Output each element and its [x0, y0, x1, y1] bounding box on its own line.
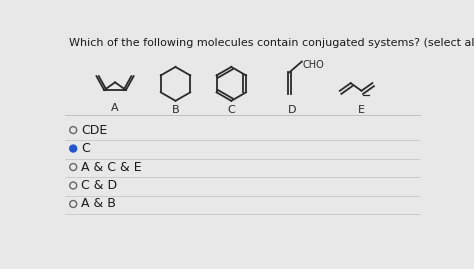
Text: A & B: A & B — [81, 197, 116, 210]
Text: B: B — [172, 105, 179, 115]
Text: C: C — [81, 142, 90, 155]
Text: A: A — [111, 103, 119, 113]
Circle shape — [70, 145, 77, 152]
Text: CHO: CHO — [302, 60, 324, 70]
Text: C: C — [228, 105, 235, 115]
Text: D: D — [288, 105, 296, 115]
Text: C & D: C & D — [81, 179, 117, 192]
Text: A & C & E: A & C & E — [81, 161, 142, 174]
Text: Which of the following molecules contain conjugated systems? (select all that ap: Which of the following molecules contain… — [69, 38, 474, 48]
Text: E: E — [358, 105, 365, 115]
Text: CDE: CDE — [81, 123, 107, 137]
